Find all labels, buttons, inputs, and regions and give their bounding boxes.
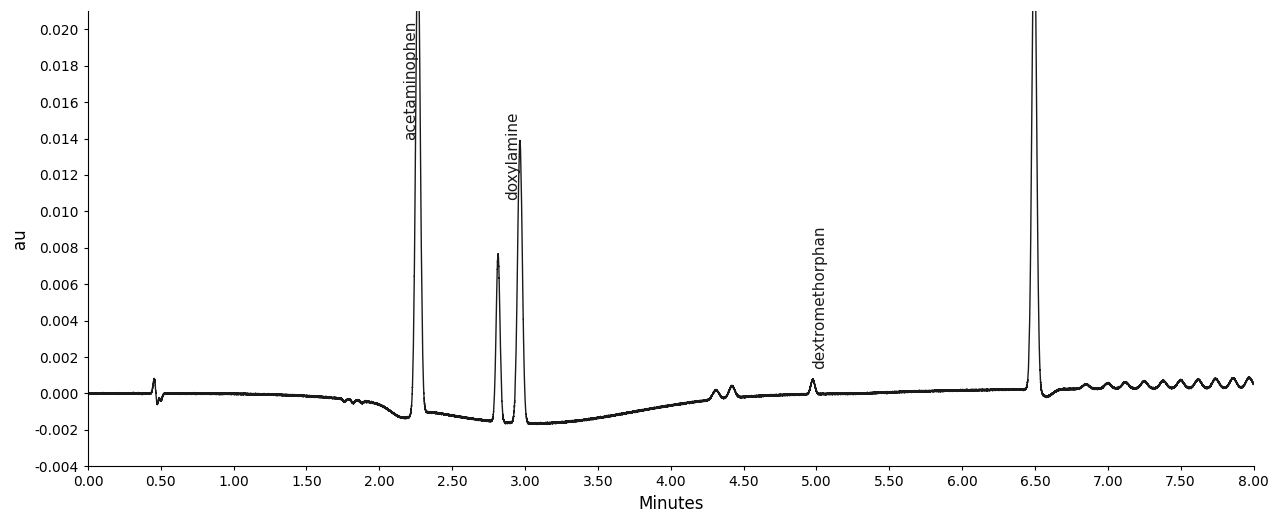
X-axis label: Minutes: Minutes xyxy=(637,495,704,513)
Y-axis label: au: au xyxy=(12,228,29,249)
Text: doxylamine: doxylamine xyxy=(504,111,520,200)
Text: dextromethorphan: dextromethorphan xyxy=(812,226,827,369)
Text: acetaminophen: acetaminophen xyxy=(403,20,419,139)
